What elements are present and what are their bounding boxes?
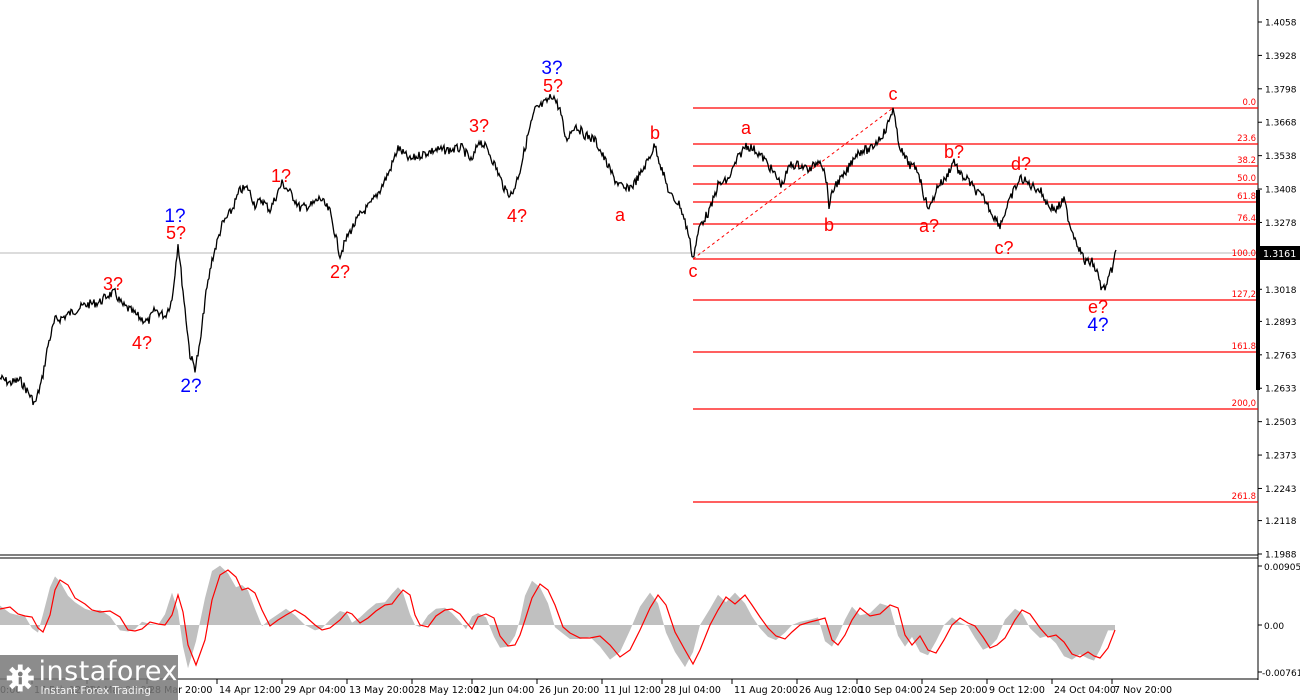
wave-label: 4? xyxy=(507,206,527,226)
wave-label: 1? xyxy=(271,166,291,186)
oscillator-histogram xyxy=(0,565,1115,669)
time-tick-label: 28 May 12:00 xyxy=(414,685,479,696)
time-tick-label: 12 Jun 04:00 xyxy=(474,685,534,696)
price-line xyxy=(0,94,1117,406)
fib-level-label: 61.8 xyxy=(1237,192,1256,202)
price-tick-label: 1.2633 xyxy=(1265,385,1297,395)
wave-label: 2? xyxy=(330,262,350,282)
axis-bar xyxy=(1256,190,1260,390)
time-tick-label: 28 Jul 04:00 xyxy=(664,685,721,696)
price-tick-label: 1.2893 xyxy=(1265,318,1297,328)
time-tick-label: 29 Apr 04:00 xyxy=(284,685,346,696)
price-tick-label: 1.3538 xyxy=(1265,152,1297,162)
price-panel[interactable]: 0.0 23.6 38.2 50.0 61.8 76.4 100.0 127,2 161.8 20… xyxy=(0,0,1300,561)
wave-label: 1? xyxy=(164,206,185,227)
wave-label: e? xyxy=(1088,297,1108,317)
price-tick-label: 1.2243 xyxy=(1265,485,1297,495)
oscillator-axis-ticks: 0.00905 0.00 -0.00761 xyxy=(1258,563,1300,679)
current-price-badge: 1.3161 xyxy=(1260,246,1300,260)
time-tick-label: 24 Sep 20:00 xyxy=(924,685,987,696)
fib-level-label: 127,2 xyxy=(1232,290,1256,300)
fib-level-label: 100.0 xyxy=(1232,249,1256,259)
osc-tick-min: -0.00761 xyxy=(1262,669,1300,679)
fib-level-label: 261.8 xyxy=(1232,492,1256,502)
time-tick-label: 24 Oct 04:00 xyxy=(1054,685,1116,696)
logo-brand-text: instaforex xyxy=(38,656,178,688)
price-tick-label: 1.3928 xyxy=(1265,52,1297,62)
fib-level-label: 200,0 xyxy=(1232,399,1256,409)
wave-label: c xyxy=(889,84,898,104)
wave-label: 2? xyxy=(180,376,201,397)
wave-label: 3? xyxy=(469,116,489,136)
price-tick-label: 1.1988 xyxy=(1265,551,1297,561)
price-tick-label: 1.3018 xyxy=(1265,286,1297,296)
oscillator-panel[interactable]: 0.00905 0.00 -0.00761 xyxy=(0,558,1300,680)
fib-level-label: 161.8 xyxy=(1232,342,1256,352)
price-tick-label: 1.2373 xyxy=(1265,452,1297,462)
price-tick-label: 1.2118 xyxy=(1265,517,1297,527)
current-price-value: 1.3161 xyxy=(1263,249,1296,260)
fib-level-label: 38.2 xyxy=(1237,156,1256,166)
oscillator-signal-line xyxy=(0,569,1116,667)
time-tick-label: 11 Jul 12:00 xyxy=(604,685,661,696)
wave-label: d? xyxy=(1011,154,1031,174)
osc-tick-zero: 0.00 xyxy=(1264,622,1284,632)
wave-label: c? xyxy=(994,238,1013,258)
price-tick-label: 1.2503 xyxy=(1265,418,1297,428)
fib-level-label: 50.0 xyxy=(1237,174,1256,184)
price-tick-label: 1.3408 xyxy=(1265,186,1297,196)
wave-label: b xyxy=(650,123,660,143)
time-tick-label: 7 Nov 20:00 xyxy=(1114,685,1172,696)
time-tick-label: 9 Oct 12:00 xyxy=(989,685,1045,696)
price-tick-label: 1.3668 xyxy=(1265,119,1297,129)
wave-label: 3? xyxy=(103,274,123,294)
time-tick-label: 13 May 20:00 xyxy=(349,685,414,696)
logo-tagline: Instant Forex Trading xyxy=(40,685,151,698)
fib-level-label: 23.6 xyxy=(1237,134,1256,144)
wave-label: 4? xyxy=(132,333,152,353)
time-tick-label: 26 Jun 20:00 xyxy=(539,685,599,696)
fib-level-label: 76.4 xyxy=(1237,214,1256,224)
price-tick-label: 1.4058 xyxy=(1265,19,1297,29)
time-tick-label: 11 Aug 20:00 xyxy=(734,685,798,696)
price-tick-label: 1.3798 xyxy=(1265,85,1297,95)
price-tick-label: 1.2763 xyxy=(1265,351,1297,361)
wave-label: a xyxy=(741,118,752,138)
price-axis-ticks: 1.4058 1.3928 1.3798 1.3668 1.3538 1.3408 1.32… xyxy=(1258,19,1297,561)
time-tick-label: 26 Aug 12:00 xyxy=(799,685,863,696)
wave-label: c xyxy=(689,261,698,281)
time-tick-label: 28 Mar 20:00 xyxy=(149,685,212,696)
wave-label: 5? xyxy=(166,223,186,243)
osc-tick-max: 0.00905 xyxy=(1264,563,1300,573)
wave-label: 4? xyxy=(1087,315,1108,336)
fib-level-label: 0.0 xyxy=(1242,98,1256,108)
wave-label: 5? xyxy=(543,76,563,96)
time-tick-label: 14 Apr 12:00 xyxy=(219,685,281,696)
wave-label: a? xyxy=(919,216,939,236)
fibonacci-levels[interactable]: 0.0 23.6 38.2 50.0 61.8 76.4 100.0 127,2 161.8 20… xyxy=(693,98,1258,503)
time-tick-label: 10 Sep 04:00 xyxy=(859,685,922,696)
price-tick-label: 1.3278 xyxy=(1265,219,1297,229)
wave-label: a xyxy=(615,205,626,225)
wave-label: b xyxy=(824,215,834,235)
instaforex-logo: instaforex Instant Forex Trading xyxy=(0,655,178,700)
wave-label: 3? xyxy=(541,58,562,79)
wave-label: b? xyxy=(944,142,964,162)
gear-icon xyxy=(6,664,34,691)
